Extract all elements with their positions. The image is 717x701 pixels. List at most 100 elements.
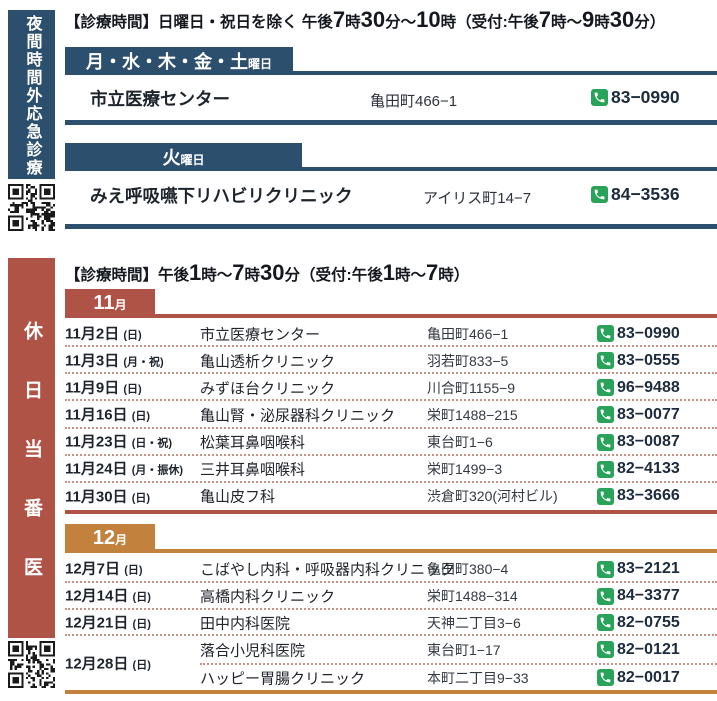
clinic-name: 田中内科医院: [200, 615, 291, 633]
duty-row: 11月23日 (日・祝) 松葉耳鼻咽喉科 東台町1−6 83−0087: [65, 429, 717, 456]
duty-clinic-line: 松葉耳鼻咽喉科 東台町1−6 83−0087: [200, 429, 717, 456]
duty-clinic-line: 高橋内科クリニック 栄町1488−314 84−3377: [200, 583, 717, 610]
night-section-sidebar: 夜間時間外応急診療: [8, 10, 55, 179]
clinic-phone: 82−4133: [597, 460, 680, 478]
duty-row: 12月28日 (日) 落合小児科医院 東台町1−17 82−0121 ハッピー胃腸クリニ…: [65, 636, 717, 690]
duty-row: 12月7日 (日) こばやし内科・呼吸器内科クリニック 亀田町380−4 83−212…: [65, 556, 717, 583]
weekday-tab-tue: 火曜日: [65, 143, 302, 171]
duty-row: 11月2日 (日) 市立医療センター 亀田町466−1 83−0990: [65, 320, 717, 348]
clinic-address: 亀田町466−1: [370, 93, 458, 110]
month-tab: 11月: [65, 289, 155, 318]
phone-number: 84−3536: [611, 184, 680, 204]
duty-row: 11月24日 (月・振休) 三井耳鼻咽喉科 栄町1499−3 82−4133: [65, 456, 717, 483]
clinic-address: 栄町1488−314: [427, 588, 518, 605]
phone-number: 83−3666: [617, 487, 680, 505]
clinic-name: 亀山腎・泌尿器科クリニック: [200, 407, 396, 425]
clinic-phone: 83−2121: [597, 560, 680, 578]
holiday-schedule-note: 【診療時間】午後1時～7時30分（受付:午後1時～7時）: [65, 260, 470, 285]
duty-clinic-line: ハッピー胃腸クリニック 本町二丁目9−33 82−0017: [200, 663, 717, 690]
month-tab-label: 12月: [92, 527, 128, 549]
phone-number: 83−0990: [611, 87, 680, 107]
phone-icon: [591, 89, 608, 106]
clinic-address: 羽若町833−5: [427, 352, 509, 369]
clinic-phone: 83−0990: [591, 87, 680, 108]
clinic-name: 市立医療センター: [200, 326, 321, 344]
clinic-phone: 84−3536: [591, 184, 680, 205]
duty-clinic-line: 亀山透析クリニック 羽若町833−5 83−0555: [200, 347, 717, 374]
duty-day: (日): [123, 383, 142, 396]
duty-day: (月・振休): [131, 464, 184, 477]
weekday-tab-mon-sat: 月・水・木・金・土曜日: [65, 47, 293, 75]
duty-date: 11月2日 (日): [65, 325, 142, 343]
phone-icon: [597, 406, 614, 424]
duty-clinic-line: 落合小児科医院 東台町1−17 82−0121: [200, 636, 717, 663]
duty-date: 12月28日 (日): [65, 655, 151, 673]
phone-number: 83−2121: [617, 560, 680, 578]
phone-number: 82−0755: [617, 613, 680, 631]
duty-clinic-line: 市立医療センター 亀田町466−1 83−0990: [200, 320, 717, 347]
duty-date: 12月7日 (日): [65, 560, 143, 578]
duty-date: 12月21日 (日): [65, 614, 151, 632]
weekday-tab-label: 火曜日: [162, 148, 205, 168]
clinic-address: 本町二丁目9−33: [427, 669, 529, 686]
duty-clinic-line: 亀山皮フ科 渋倉町320(河村ビル) 83−3666: [200, 483, 717, 510]
phone-icon: [597, 669, 614, 687]
holiday-section-sidebar: 休日当番医: [8, 258, 55, 638]
clinic-phone: 82−0017: [597, 669, 680, 687]
duty-date: 11月23日 (日・祝): [65, 433, 173, 451]
phone-number: 96−9488: [617, 378, 680, 396]
clinic-address: 東台町1−17: [427, 641, 501, 658]
duty-clinic-line: みずほ台クリニック 川合町1155−9 96−9488: [200, 374, 717, 401]
clinic-phone: 83−3666: [597, 487, 680, 505]
phone-icon: [597, 433, 614, 451]
clinic-name: みずほ台クリニック: [200, 380, 336, 398]
duty-day: (月・祝): [123, 356, 164, 369]
clinic-phone: 83−0990: [597, 325, 680, 343]
clinic-name: ハッピー胃腸クリニック: [200, 670, 366, 688]
phone-number: 83−0555: [617, 351, 680, 369]
duty-clinic-line: 三井耳鼻咽喉科 栄町1499−3 82−4133: [200, 456, 717, 483]
duty-table: 12月7日 (日) こばやし内科・呼吸器内科クリニック 亀田町380−4 83−212…: [65, 556, 717, 690]
month-tab-label: 11月: [93, 292, 127, 314]
duty-day: (日): [132, 591, 151, 604]
clinic-address: 渋倉町320(河村ビル): [427, 488, 558, 505]
weekday-tab-label: 月・水・木・金・土曜日: [85, 52, 272, 72]
phone-number: 82−4133: [617, 460, 680, 478]
phone-icon: [597, 487, 614, 505]
duty-day: (日): [131, 492, 151, 505]
holiday-section-sidebar-label: 休日当番医: [21, 320, 42, 616]
phone-icon: [597, 325, 614, 343]
duty-date: 11月3日 (月・祝): [65, 352, 164, 370]
clinic-phone: 83−0555: [597, 352, 680, 370]
clinic-name: 落合小児科医院: [200, 642, 306, 660]
clinic-phone: 83−0087: [597, 433, 680, 451]
qr-code-holiday-icon: [8, 641, 55, 688]
clinic-name: 市立医療センター: [90, 89, 230, 109]
phone-number: 83−0990: [617, 324, 680, 342]
night-schedule-note: 【診療時間】日曜日・祝日を除く 午後7時30分～10時（受付:午後7時～9時30…: [65, 7, 666, 32]
month-rule: [65, 510, 717, 514]
clinic-address: 亀田町380−4: [427, 561, 509, 578]
clinic-name: 亀山透析クリニック: [200, 353, 336, 371]
phone-icon: [597, 587, 614, 605]
duty-clinic-line: 田中内科医院 天神二丁目3−6 82−0755: [200, 610, 717, 637]
section-rule: [65, 224, 717, 229]
duty-day: (日): [131, 410, 151, 423]
phone-icon: [597, 352, 614, 370]
phone-icon: [597, 460, 614, 478]
month-tab-underline: [65, 549, 717, 553]
clinic-phone: 82−0121: [597, 641, 680, 659]
phone-number: 82−0121: [617, 640, 680, 658]
clinic-name: みえ呼吸嚥下リハビリクリニック: [90, 186, 353, 206]
duty-day: (日): [132, 618, 151, 631]
phone-number: 82−0017: [617, 668, 680, 686]
clinic-phone: 96−9488: [597, 379, 680, 397]
clinic-phone: 83−0077: [597, 406, 680, 424]
phone-icon: [597, 614, 614, 632]
month-rule: [65, 690, 717, 694]
month-tab: 12月: [65, 524, 155, 553]
night-section-sidebar-label: 夜間時間外応急診療: [23, 14, 41, 177]
weekday-tab-underline: [65, 167, 717, 171]
phone-number: 84−3377: [617, 587, 680, 605]
clinic-address: 栄町1499−3: [427, 461, 503, 478]
